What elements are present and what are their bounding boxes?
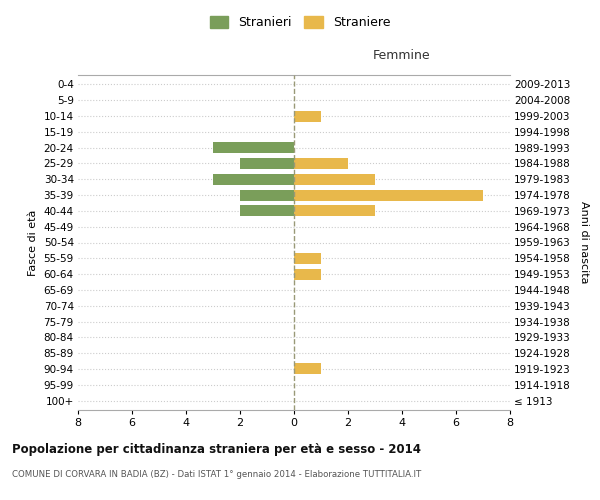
Bar (240, 206, 294, 216)
Bar (294, 253, 321, 264)
Bar (213, 142, 294, 153)
Y-axis label: Fasce di età: Fasce di età (28, 210, 38, 276)
Text: COMUNE DI CORVARA IN BADIA (BZ) - Dati ISTAT 1° gennaio 2014 - Elaborazione TUTT: COMUNE DI CORVARA IN BADIA (BZ) - Dati I… (12, 470, 421, 479)
Bar (294, 206, 375, 216)
Bar (294, 364, 321, 374)
Y-axis label: Anni di nascita: Anni di nascita (579, 201, 589, 284)
Text: Femmine: Femmine (373, 48, 431, 62)
Bar (294, 110, 321, 122)
Bar (294, 268, 321, 280)
Bar (294, 158, 348, 169)
Bar (294, 190, 483, 200)
Bar (240, 190, 294, 200)
Text: Popolazione per cittadinanza straniera per età e sesso - 2014: Popolazione per cittadinanza straniera p… (12, 442, 421, 456)
Bar (240, 158, 294, 169)
Bar (213, 174, 294, 185)
Legend: Stranieri, Straniere: Stranieri, Straniere (205, 11, 395, 34)
Bar (294, 174, 375, 185)
